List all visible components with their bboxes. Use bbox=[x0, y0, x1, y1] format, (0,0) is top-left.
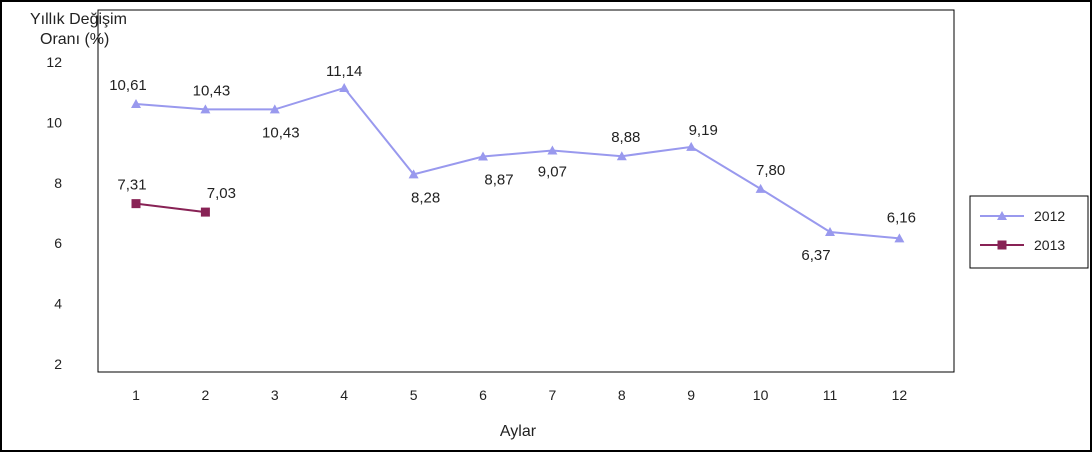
data-label: 9,07 bbox=[538, 163, 567, 180]
series-line-2012 bbox=[135, 86, 900, 240]
data-point-marker bbox=[686, 141, 697, 151]
data-label: 6,37 bbox=[801, 247, 830, 264]
y-tick-label: 8 bbox=[54, 175, 62, 191]
data-point-marker bbox=[894, 233, 905, 243]
legend-label-2013: 2013 bbox=[1034, 237, 1065, 253]
series-line-2013 bbox=[135, 202, 206, 214]
legend-marker-2013 bbox=[997, 240, 1007, 250]
y-tick-label: 2 bbox=[54, 356, 62, 372]
data-label: 7,31 bbox=[117, 177, 146, 194]
series-2013: 7,31 7,03 bbox=[117, 177, 236, 217]
x-tick-label: 6 bbox=[479, 387, 487, 403]
data-label: 10,43 bbox=[193, 82, 231, 99]
y-tick-label: 4 bbox=[54, 296, 62, 312]
data-point-marker bbox=[616, 151, 627, 161]
series-layer: 10,61 10,43 10,43 11,14 8,28 8,87 9,07 8,88 9,19… bbox=[109, 63, 916, 264]
data-point-marker bbox=[269, 104, 280, 114]
data-point-marker bbox=[478, 151, 488, 161]
x-tick-label: 9 bbox=[687, 387, 695, 403]
x-axis-title: Aylar bbox=[500, 423, 537, 440]
data-point-marker bbox=[755, 183, 766, 193]
legend-marker-2012 bbox=[997, 211, 1007, 220]
data-label: 10,43 bbox=[262, 124, 300, 141]
x-tick-label: 10 bbox=[753, 387, 769, 403]
data-label: 9,19 bbox=[689, 122, 718, 139]
x-tick-label: 3 bbox=[271, 387, 279, 403]
data-point-marker bbox=[547, 145, 558, 155]
data-point-marker bbox=[200, 207, 210, 217]
data-point-marker bbox=[131, 199, 141, 209]
data-point-marker bbox=[200, 104, 211, 114]
y-tick-label: 10 bbox=[46, 114, 62, 130]
y-axis-title-line-2: Oranı (%) bbox=[40, 31, 109, 48]
x-tick-label: 11 bbox=[823, 387, 838, 403]
legend-box bbox=[969, 195, 1089, 269]
data-point-marker bbox=[131, 98, 141, 108]
y-axis-ticks: 2 4 6 8 10 12 bbox=[46, 54, 62, 372]
x-axis-ticks: 1 2 3 4 5 6 7 8 9 10 11 12 bbox=[132, 387, 907, 403]
data-label: 8,87 bbox=[484, 172, 513, 189]
data-label: 8,28 bbox=[411, 189, 440, 206]
data-label: 7,80 bbox=[756, 162, 785, 179]
data-point-marker bbox=[339, 82, 350, 92]
x-tick-label: 12 bbox=[892, 387, 908, 403]
data-label: 10,61 bbox=[109, 77, 147, 94]
y-axis-title-line-1: Yıllık Değişim bbox=[30, 11, 127, 28]
x-tick-label: 5 bbox=[410, 387, 418, 403]
x-tick-label: 1 bbox=[132, 387, 140, 403]
data-point-marker bbox=[408, 169, 419, 179]
data-label: 8,88 bbox=[611, 129, 640, 146]
legend: 2012 2013 bbox=[969, 195, 1089, 269]
x-tick-label: 8 bbox=[618, 387, 626, 403]
series-2012: 10,61 10,43 10,43 11,14 8,28 8,87 9,07 8,88 9,19… bbox=[109, 63, 916, 264]
y-tick-label: 12 bbox=[46, 54, 62, 70]
x-tick-label: 2 bbox=[202, 387, 210, 403]
data-label: 7,03 bbox=[207, 185, 236, 202]
legend-label-2012: 2012 bbox=[1034, 208, 1065, 224]
data-label: 6,16 bbox=[887, 209, 916, 226]
data-point-marker bbox=[825, 227, 835, 237]
x-tick-label: 7 bbox=[549, 387, 557, 403]
y-tick-label: 6 bbox=[54, 235, 62, 251]
plot-area bbox=[97, 9, 955, 373]
data-label: 11,14 bbox=[326, 63, 362, 80]
x-tick-label: 4 bbox=[340, 387, 348, 403]
